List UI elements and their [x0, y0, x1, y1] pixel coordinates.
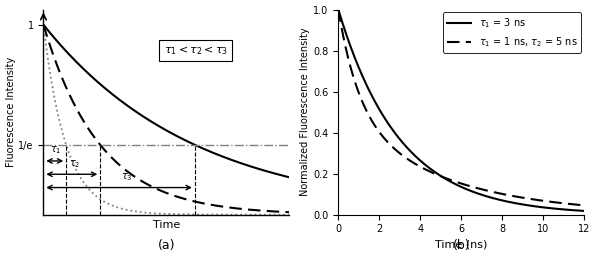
- Text: $\tau_2$: $\tau_2$: [69, 158, 80, 170]
- $\tau_1$ = 3 ns: [360, 77, 367, 80]
- $\tau_1$ = 3 ns: [531, 205, 538, 208]
- $\tau_1$ = 3 ns: [434, 172, 442, 176]
- $\tau_1$ = 1 ns, $\tau_2$ = 5 ns: [581, 204, 588, 207]
- $\tau_1$ = 3 ns: [581, 209, 588, 213]
- $\tau_1$ = 3 ns: [443, 178, 450, 181]
- $\tau_1$ = 3 ns: [504, 200, 511, 203]
- Text: $\tau_3$: $\tau_3$: [121, 171, 132, 183]
- $\tau_1$ = 3 ns: [526, 204, 533, 207]
- Line: $\tau_1$ = 3 ns: $\tau_1$ = 3 ns: [339, 10, 584, 211]
- $\tau_1$ = 1 ns, $\tau_2$ = 5 ns: [335, 8, 342, 11]
- $\tau_1$ = 3 ns: [335, 8, 342, 11]
- X-axis label: Time: Time: [153, 220, 180, 230]
- $\tau_1$ = 1 ns, $\tau_2$ = 5 ns: [443, 177, 450, 180]
- $\tau_1$ = 1 ns, $\tau_2$ = 5 ns: [504, 193, 511, 196]
- $\tau_1$ = 1 ns, $\tau_2$ = 5 ns: [526, 197, 533, 200]
- Text: $\tau_1 < \tau_2 < \tau_3$: $\tau_1 < \tau_2 < \tau_3$: [164, 44, 228, 57]
- X-axis label: Time (ns): Time (ns): [435, 240, 488, 250]
- Text: $\tau_1$: $\tau_1$: [50, 144, 61, 156]
- $\tau_1$ = 1 ns, $\tau_2$ = 5 ns: [531, 198, 538, 201]
- $\tau_1$ = 1 ns, $\tau_2$ = 5 ns: [434, 173, 442, 177]
- Text: (b): (b): [452, 239, 470, 252]
- Line: $\tau_1$ = 1 ns, $\tau_2$ = 5 ns: $\tau_1$ = 1 ns, $\tau_2$ = 5 ns: [339, 10, 584, 205]
- $\tau_1$ = 1 ns, $\tau_2$ = 5 ns: [360, 103, 367, 106]
- Text: (a): (a): [157, 239, 175, 252]
- Y-axis label: Normalized Fluorescence Intensity: Normalized Fluorescence Intensity: [300, 28, 311, 196]
- Y-axis label: Fluorescence Intensity: Fluorescence Intensity: [5, 57, 15, 167]
- Legend: $\tau_1$ = 3 ns, $\tau_1$ = 1 ns, $\tau_2$ = 5 ns: $\tau_1$ = 3 ns, $\tau_1$ = 1 ns, $\tau_…: [443, 13, 581, 53]
